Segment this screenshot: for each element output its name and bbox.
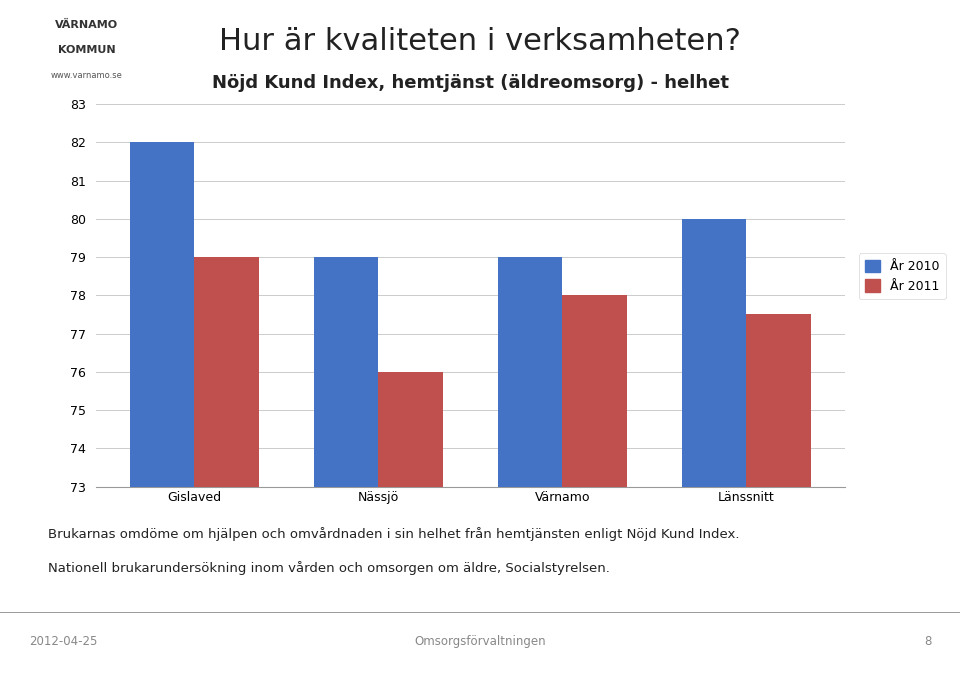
Text: 2012-04-25: 2012-04-25: [29, 635, 97, 648]
Bar: [498, 257, 563, 695]
Title: Nöjd Kund Index, hemtjänst (äldreomsorg) - helhet: Nöjd Kund Index, hemtjänst (äldreomsorg)…: [212, 74, 729, 92]
Bar: [378, 372, 443, 695]
Bar: [746, 314, 811, 695]
Bar: [314, 257, 378, 695]
Text: KOMMUN: KOMMUN: [58, 45, 115, 55]
Text: Hur är kvaliteten i verksamheten?: Hur är kvaliteten i verksamheten?: [219, 27, 741, 56]
Bar: [682, 219, 746, 695]
Bar: [130, 142, 195, 695]
Text: VÄRNAMO: VÄRNAMO: [55, 20, 118, 30]
Text: www.varnamo.se: www.varnamo.se: [791, 669, 938, 683]
Text: www.varnamo.se: www.varnamo.se: [51, 71, 122, 79]
Bar: [563, 295, 627, 695]
Text: Brukarnas omdöme om hjälpen och omvårdnaden i sin helhet från hemtjänsten enligt: Brukarnas omdöme om hjälpen och omvårdna…: [48, 528, 739, 541]
Legend: År 2010, År 2011: År 2010, År 2011: [858, 253, 946, 300]
Text: Omsorgsförvaltningen: Omsorgsförvaltningen: [414, 635, 546, 648]
Text: 8: 8: [924, 635, 931, 648]
Text: Nationell brukarundersökning inom vården och omsorgen om äldre, Socialstyrelsen.: Nationell brukarundersökning inom vården…: [48, 562, 610, 575]
Bar: [195, 257, 259, 695]
